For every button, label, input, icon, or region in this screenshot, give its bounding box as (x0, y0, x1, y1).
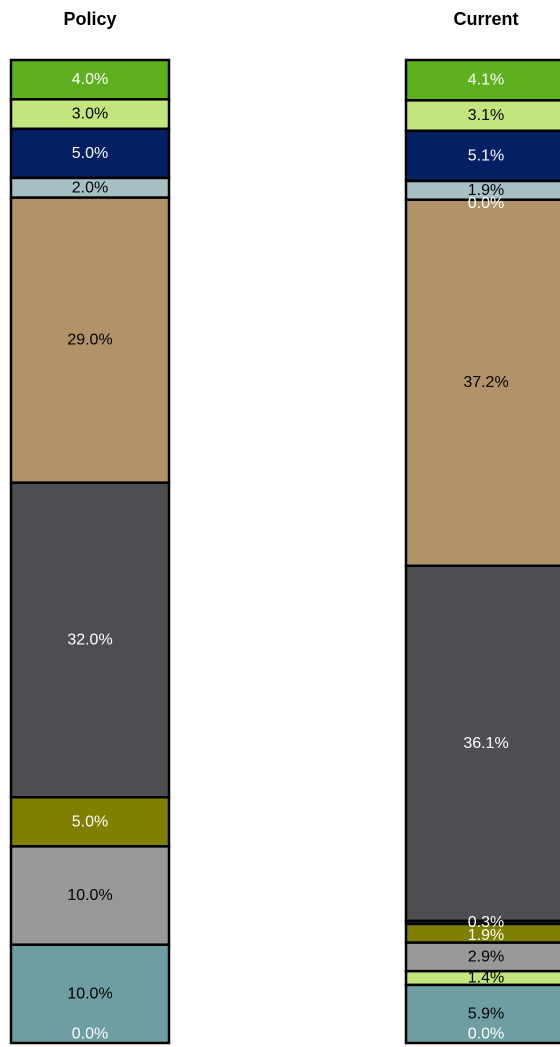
data-label-policy-12: 0.0% (72, 1026, 108, 1043)
column-title-current: Current (453, 9, 518, 29)
bar-segment-policy-9 (9, 845, 171, 946)
data-label-current-3: 1.9% (468, 182, 504, 199)
data-label-policy-6: 32.0% (67, 631, 112, 648)
data-label-policy-9: 10.0% (67, 887, 112, 904)
data-label-current-2: 5.1% (468, 147, 504, 164)
data-label-current-5: 37.2% (463, 374, 508, 391)
data-label-policy-1: 3.0% (72, 106, 108, 123)
data-label-policy-2: 5.0% (72, 145, 108, 162)
data-label-current-4: 0.0% (468, 195, 504, 212)
data-label-current-6: 36.1% (463, 735, 508, 752)
data-label-policy-0: 4.0% (72, 71, 108, 88)
data-label-policy-11: 10.0% (67, 985, 112, 1002)
bars-group: 4.0% 3.0% 5.0% 2.0% 29.0% 32.0% 5.0% 10.0% 10.0%… (9, 58, 560, 1045)
data-label-policy-3: 2.0% (72, 179, 108, 196)
data-label-policy-5: 29.0% (67, 332, 112, 349)
bar-segment-current-0 (404, 58, 560, 102)
data-label-policy-8: 5.0% (72, 813, 108, 830)
data-label-current-7: 0.3% (468, 914, 504, 931)
data-label-current-1: 3.1% (468, 107, 504, 124)
data-label-current-12: 0.0% (468, 1026, 504, 1043)
bar-segment-current-11 (404, 983, 560, 1045)
data-label-current-10: 1.4% (468, 970, 504, 987)
bar-segment-current-1 (404, 99, 560, 133)
bar-segment-policy-11 (9, 943, 171, 1045)
column-title-policy: Policy (63, 9, 116, 29)
data-label-current-11: 5.9% (468, 1005, 504, 1022)
data-label-current-9: 2.9% (468, 948, 504, 965)
data-label-current-0: 4.1% (468, 72, 504, 89)
data-label-current-8: 1.9% (468, 927, 504, 944)
